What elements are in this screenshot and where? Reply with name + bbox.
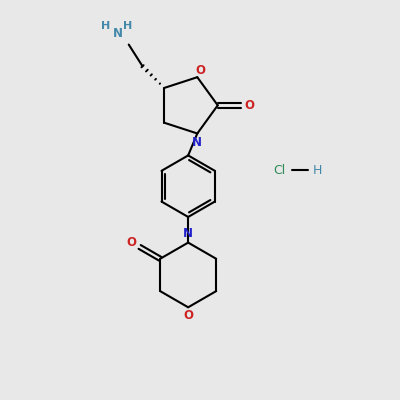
Text: Cl: Cl (273, 164, 285, 177)
Text: H: H (123, 21, 132, 31)
Text: O: O (195, 64, 205, 76)
Text: N: N (183, 228, 193, 240)
Text: O: O (126, 236, 136, 250)
Text: H: H (313, 164, 322, 177)
Text: H: H (101, 21, 110, 31)
Text: O: O (244, 99, 254, 112)
Text: N: N (192, 136, 202, 149)
Text: N: N (113, 27, 123, 40)
Text: O: O (183, 310, 193, 322)
